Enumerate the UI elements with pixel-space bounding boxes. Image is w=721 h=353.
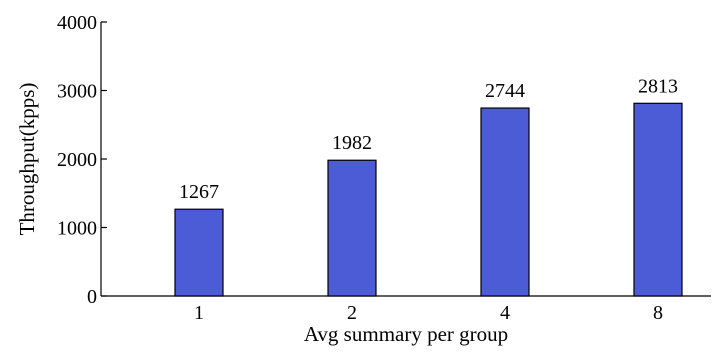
y-axis: 0 1000 2000 3000 4000: [57, 12, 107, 308]
bar-8: [633, 102, 683, 297]
x-ticks: 1 2 4 8: [194, 290, 663, 324]
bar-1: [174, 208, 224, 297]
y-axis-label: Throughput(kpps): [15, 83, 39, 236]
x-tick-label: 4: [500, 302, 510, 324]
y-tick-label: 2000: [57, 149, 97, 171]
bar-value-label: 2813: [638, 75, 678, 97]
x-axis-label: Avg summary per group: [304, 322, 508, 346]
value-labels: 1267 1982 2744 2813: [179, 75, 678, 203]
y-tick-label: 4000: [57, 12, 97, 34]
x-tick-label: 2: [347, 302, 357, 324]
y-ticks: 0 1000 2000 3000 4000: [57, 12, 107, 308]
x-tick-label: 1: [194, 302, 204, 324]
y-tick-label: 1000: [57, 218, 97, 240]
x-tick-label: 8: [653, 302, 663, 324]
y-tick-label: 3000: [57, 81, 97, 103]
bar-value-label: 1982: [332, 132, 372, 154]
bar-2: [327, 159, 377, 297]
y-tick-label: 0: [87, 286, 97, 308]
bars: [174, 102, 683, 297]
bar-4: [480, 107, 530, 297]
bar-value-label: 1267: [179, 181, 219, 203]
bar-value-label: 2744: [485, 80, 525, 102]
